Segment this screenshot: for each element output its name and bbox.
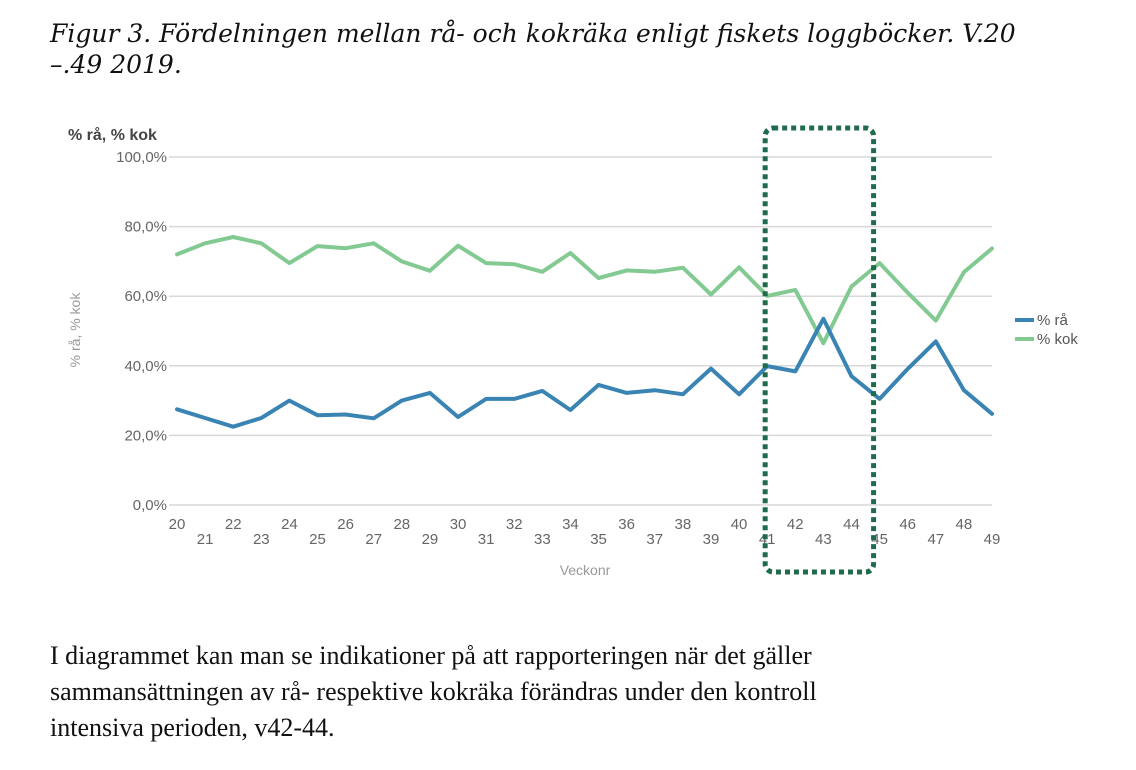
x-tick-label: 21 [197, 531, 214, 548]
highlight-box [762, 125, 877, 575]
x-tick-label: 27 [365, 531, 382, 548]
x-tick-label: 23 [253, 531, 270, 548]
y-tick-label: 20,0% [124, 427, 167, 444]
x-tick-label: 48 [956, 516, 973, 533]
x-tick-label: 28 [393, 516, 410, 533]
x-tick-label: 46 [899, 516, 916, 533]
x-tick-label: 24 [281, 516, 298, 533]
x-tick-label: 29 [422, 531, 439, 548]
x-tick-label: 44 [843, 516, 860, 533]
y-tick-label: 40,0% [124, 358, 167, 375]
y-tick-label: 100,0% [116, 149, 167, 166]
y-tick-label: 0,0% [133, 497, 167, 514]
y-tick-label: 80,0% [124, 219, 167, 236]
x-tick-label: 40 [731, 516, 748, 533]
chart-series [175, 235, 994, 429]
highlight-rect [762, 125, 877, 575]
x-tick-label: 30 [450, 516, 467, 533]
line-chart: 0,0%20,0%40,0%60,0%80,0%100,0% 202122232… [67, 125, 1078, 578]
x-tick-label: 31 [478, 531, 495, 548]
series-line-ra [175, 316, 994, 429]
x-tick-label: 33 [534, 531, 551, 548]
chart-grid [169, 156, 992, 506]
x-tick-label: 37 [646, 531, 663, 548]
y-tick-label: 60,0% [124, 288, 167, 305]
x-tick-label: 22 [225, 516, 242, 533]
x-tick-label: 35 [590, 531, 607, 548]
chart-title: % rå, % kok [68, 126, 157, 144]
legend: % rå % kok [1015, 312, 1078, 348]
x-tick-label: 38 [675, 516, 692, 533]
series-line-kok [175, 235, 994, 346]
body-paragraph: I diagrammet kan man se indikationer på … [50, 638, 1030, 746]
x-tick-label: 39 [703, 531, 720, 548]
paragraph-line-2: sammansättningen av rå- respektive kokrä… [50, 677, 817, 706]
y-tick-labels: 0,0% 20,0% 40,0% 60,0% 80,0% 100,0% [116, 149, 167, 514]
x-tick-label: 47 [927, 531, 944, 548]
paragraph-line-1: I diagrammet kan man se indikationer på … [50, 641, 812, 670]
x-tick-label: 34 [562, 516, 579, 533]
x-tick-label: 49 [984, 531, 1001, 548]
x-tick-label: 42 [787, 516, 804, 533]
legend-label-ra: % rå [1037, 312, 1069, 329]
x-tick-labels: 20 21 22 23 24 25 26 27 28 29 30 31 32 33 34 35 36 37 38 39… [169, 516, 1001, 548]
x-tick-label: 32 [506, 516, 523, 533]
x-tick-label: 26 [337, 516, 354, 533]
x-tick-label: 36 [618, 516, 635, 533]
x-axis-label: Veckonr [560, 562, 611, 578]
x-tick-label: 20 [169, 516, 186, 533]
caption-line-1: Figur 3. Fördelningen mellan rå- och kok… [50, 19, 1016, 48]
caption-line-2: –.49 2019. [50, 50, 182, 79]
paragraph-line-3: intensiva perioden, v42-44. [50, 713, 335, 742]
figure-caption: Figur 3. Fördelningen mellan rå- och kok… [50, 18, 1050, 80]
legend-label-kok: % kok [1037, 331, 1078, 348]
x-tick-label: 25 [309, 531, 326, 548]
x-tick-label: 43 [815, 531, 832, 548]
y-axis-label: % rå, % kok [67, 292, 83, 368]
